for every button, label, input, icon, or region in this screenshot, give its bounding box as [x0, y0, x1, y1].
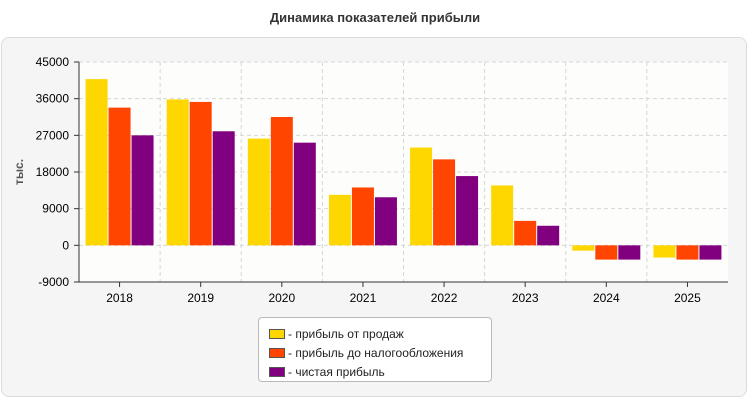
legend-label-pretax-profit: - прибыль до налогообложения	[288, 345, 464, 360]
bar-pretax-profit	[270, 117, 293, 246]
bar-pretax-profit	[433, 159, 456, 246]
legend-swatch-pretax-profit	[269, 347, 285, 358]
bar-sales-profit	[85, 79, 108, 246]
bar-pretax-profit	[676, 245, 699, 260]
x-tick-label: 2022	[431, 291, 458, 305]
bar-pretax-profit	[189, 101, 212, 246]
bar-sales-profit	[328, 194, 351, 246]
legend-swatch-sales-profit	[269, 328, 285, 339]
bar-sales-profit	[653, 245, 676, 258]
legend-item-sales-profit: - прибыль от продаж	[269, 324, 491, 343]
bar-pretax-profit	[108, 107, 131, 246]
x-tick-label: 2024	[593, 291, 620, 305]
bar-pretax-profit	[595, 245, 618, 260]
bar-pretax-profit	[514, 220, 537, 246]
x-tick-label: 2025	[674, 291, 701, 305]
chart-title: Динамика показателей прибыли	[269, 10, 481, 25]
legend-item-pretax-profit: - прибыль до налогообложения	[269, 343, 491, 362]
y-tick-label: 27000	[36, 128, 70, 142]
y-tick-label: 0	[62, 238, 69, 252]
y-tick-label: 36000	[36, 92, 70, 106]
y-axis-label: тыс.	[12, 159, 26, 185]
legend: - прибыль от продаж - прибыль до налогоо…	[258, 317, 492, 382]
bar-net-profit	[456, 176, 479, 246]
y-tick-label: 18000	[36, 165, 70, 179]
bar-sales-profit	[572, 245, 595, 251]
bar-net-profit	[212, 131, 235, 246]
y-tick-label: 45000	[36, 55, 70, 69]
bar-net-profit	[537, 225, 560, 246]
bar-net-profit	[131, 135, 154, 246]
bar-net-profit	[699, 245, 722, 260]
x-tick-label: 2019	[187, 291, 214, 305]
bar-pretax-profit	[351, 187, 374, 246]
x-tick-label: 2023	[512, 291, 539, 305]
legend-swatch-net-profit	[269, 366, 285, 377]
bar-sales-profit	[491, 185, 514, 246]
y-tick-label: 9000	[42, 202, 69, 216]
legend-label-sales-profit: - прибыль от продаж	[288, 326, 404, 341]
bar-net-profit	[618, 245, 641, 260]
y-tick-label: -9000	[38, 275, 69, 289]
x-tick-label: 2018	[106, 291, 133, 305]
legend-label-net-profit: - чистая прибыль	[288, 364, 385, 379]
bar-sales-profit	[247, 138, 270, 246]
x-tick-label: 2021	[350, 291, 377, 305]
legend-item-net-profit: - чистая прибыль	[269, 362, 491, 381]
bar-sales-profit	[166, 99, 189, 246]
bar-sales-profit	[410, 147, 433, 246]
bar-net-profit	[374, 197, 397, 246]
x-tick-label: 2020	[268, 291, 295, 305]
bar-net-profit	[293, 142, 316, 246]
